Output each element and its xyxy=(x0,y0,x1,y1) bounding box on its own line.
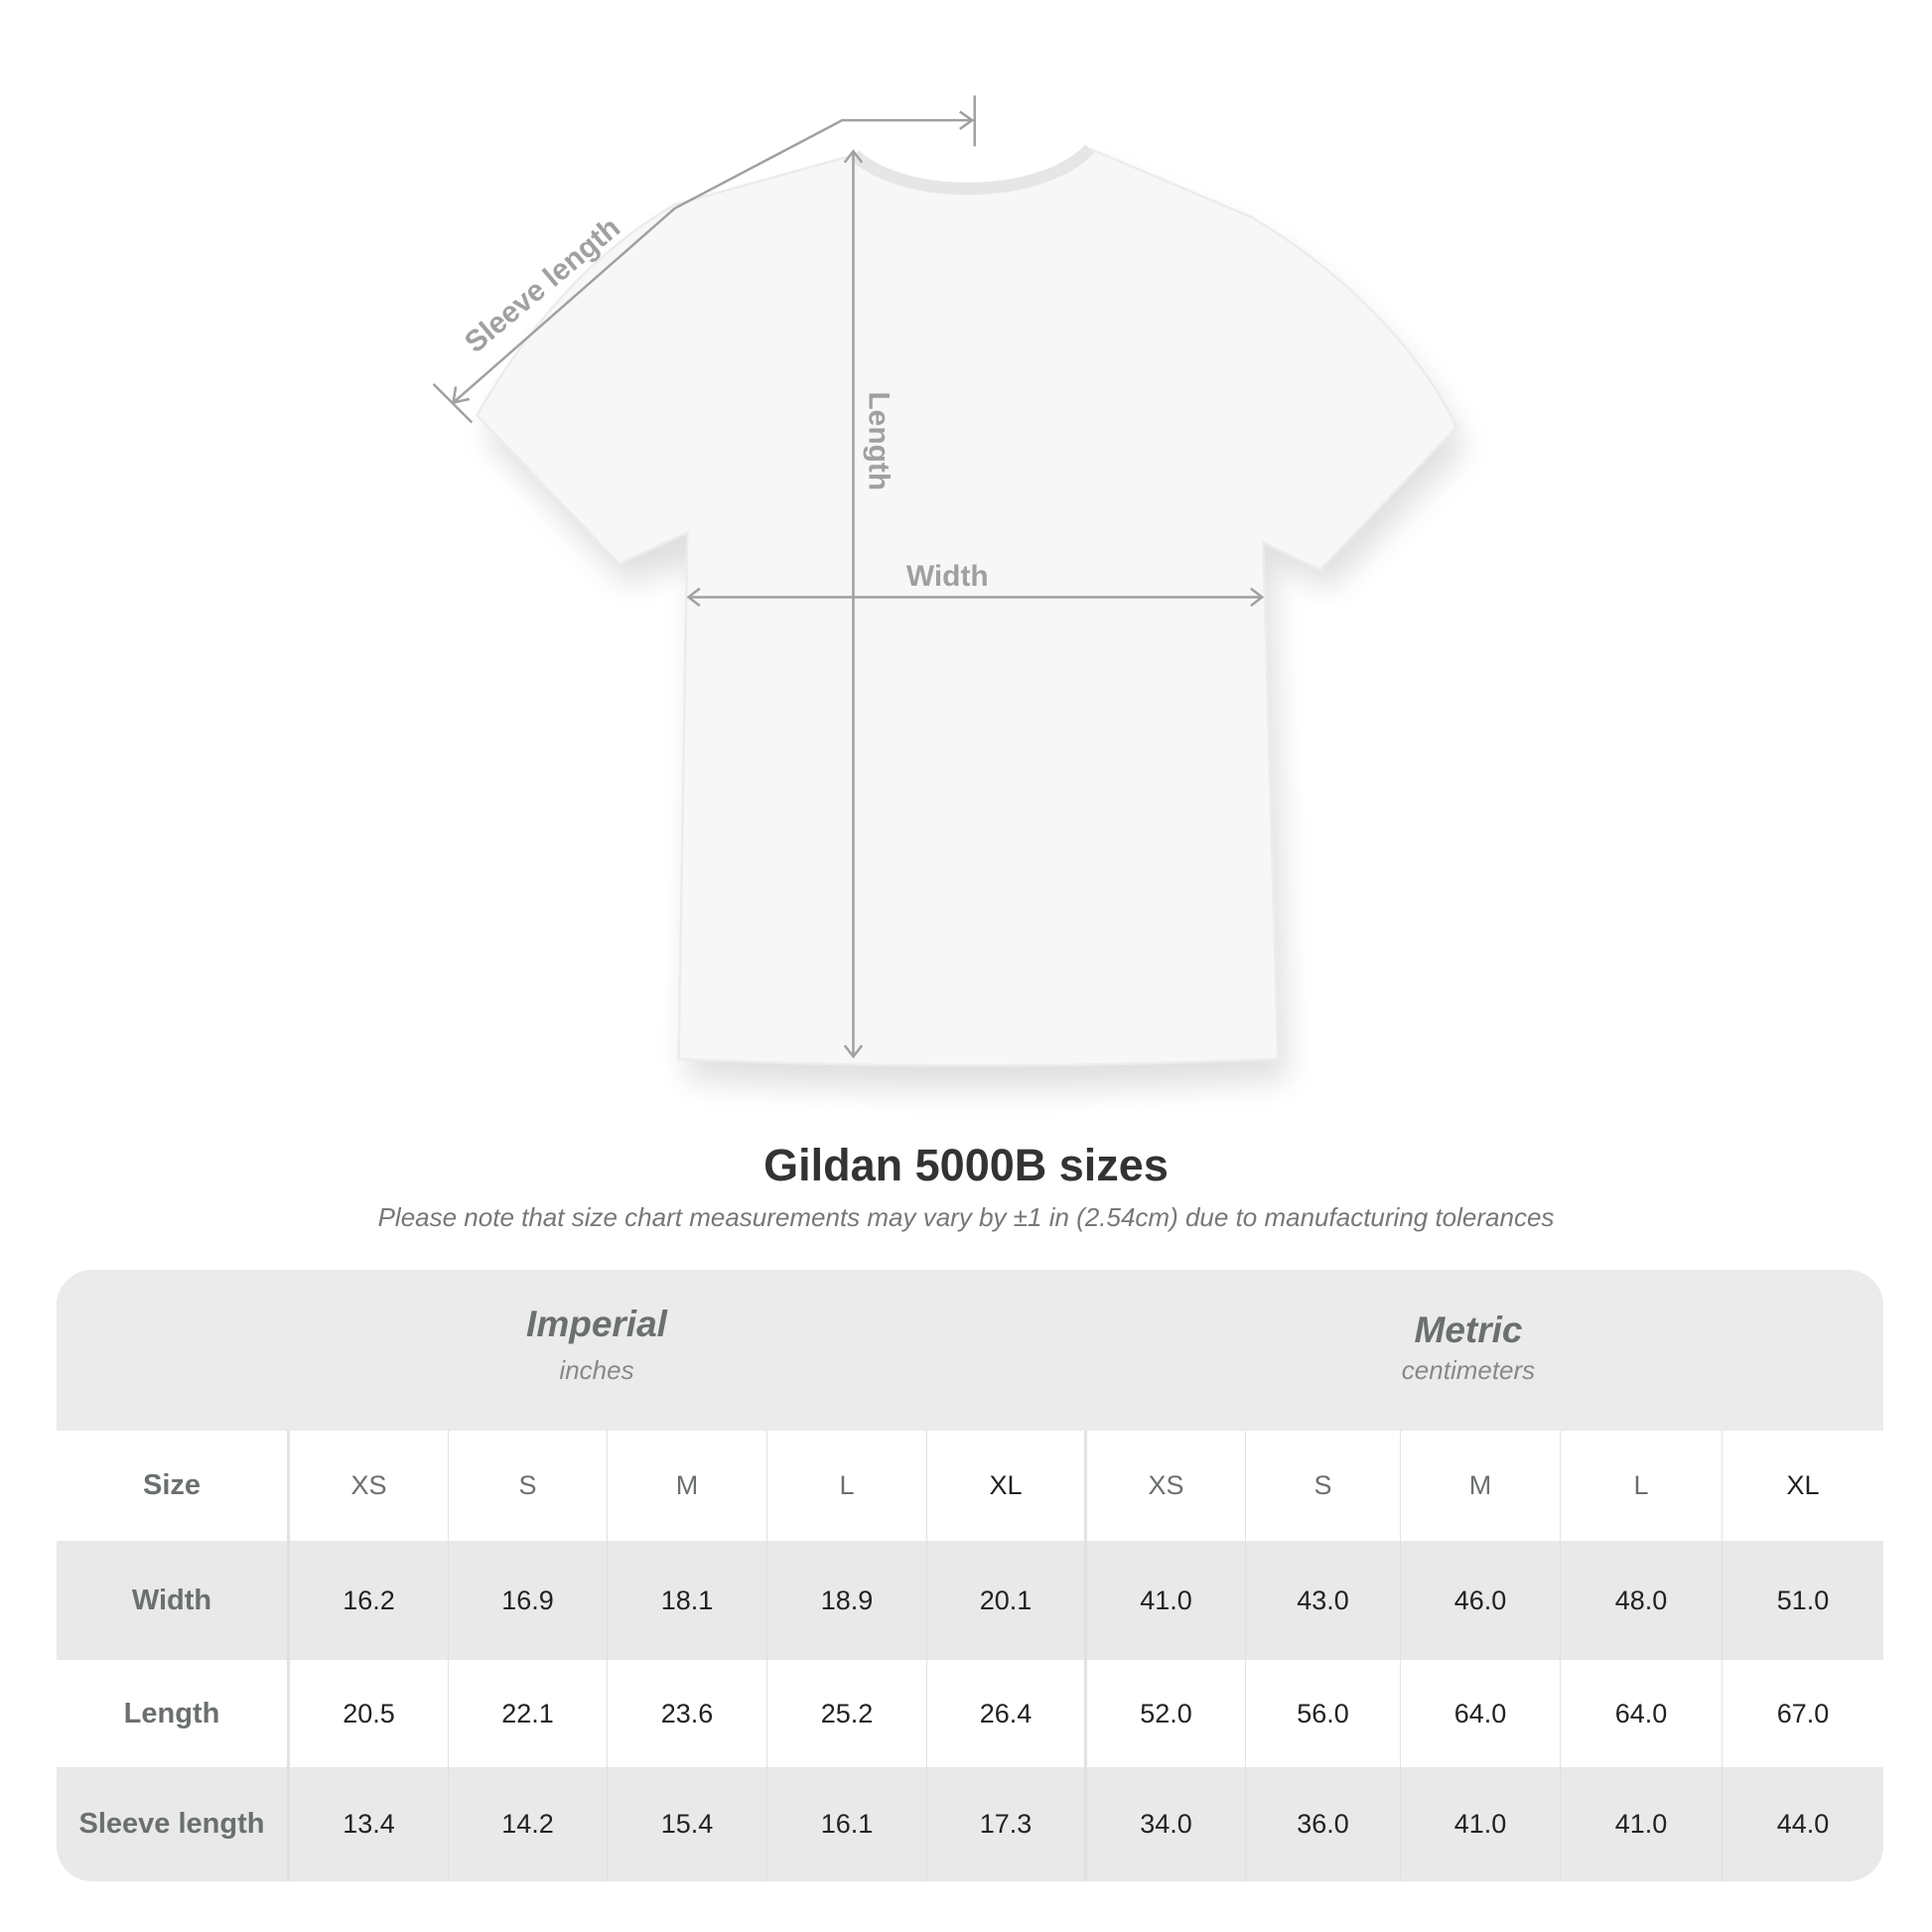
collar xyxy=(850,144,1095,196)
metric-unit: centimeters xyxy=(1401,1355,1536,1385)
metric-heading: Metric xyxy=(1414,1310,1523,1350)
metric-header: Metric centimeters xyxy=(1171,1310,1766,1386)
size-table: Imperial inches Metric centimeters Size X… xyxy=(57,1270,1883,1881)
unit-header: Imperial inches Metric centimeters xyxy=(57,1270,1883,1431)
row-label: Width xyxy=(57,1541,290,1660)
size-header-cell: M xyxy=(1401,1431,1561,1541)
table-cell: 64.0 xyxy=(1561,1660,1723,1767)
table-cell: 20.5 xyxy=(290,1660,449,1767)
size-header-cell: L xyxy=(767,1431,927,1541)
size-header-row: Size XS S M L XL XS S M L XL xyxy=(57,1431,1883,1541)
width-label: Width xyxy=(906,560,989,593)
table-cell: 67.0 xyxy=(1776,1698,1830,1728)
imperial-unit: inches xyxy=(559,1355,634,1385)
size-header-cell: XS xyxy=(1087,1431,1246,1541)
table-cell: 25.2 xyxy=(767,1660,927,1767)
table-cell: 15.4 xyxy=(608,1767,767,1881)
table-cell: 18.9 xyxy=(767,1541,927,1660)
table-cell: 26.4 xyxy=(927,1660,1087,1767)
table-cell: 18.1 xyxy=(608,1541,767,1660)
tshirt-diagram: Sleeve length Length Width xyxy=(432,95,1466,1090)
row-label: Size xyxy=(57,1431,290,1541)
row-label: Sleeve length xyxy=(57,1767,290,1881)
table-row: Sleeve length 13.4 14.2 15.4 16.1 17.3 34.0 36.… xyxy=(57,1767,1883,1881)
size-header-cell: XS xyxy=(290,1431,449,1541)
sleeve-measure-line xyxy=(452,118,973,404)
page-title: Gildan 5000B sizes xyxy=(763,1140,1169,1190)
table-row: Width 16.2 16.9 18.1 18.9 20.1 41.0 43.0 46.0 48.… xyxy=(57,1541,1883,1660)
table-cell: 64.0 xyxy=(1401,1660,1561,1767)
size-header-cell: M xyxy=(608,1431,767,1541)
table-cell: 44.0 xyxy=(1776,1809,1830,1839)
length-label: Length xyxy=(863,391,896,490)
table-cell: 51.0 xyxy=(1776,1585,1830,1615)
table-cell: 16.1 xyxy=(767,1767,927,1881)
table-row: Length 20.5 22.1 23.6 25.2 26.4 52.0 56.0 64.0 64… xyxy=(57,1660,1883,1767)
table-cell: 41.0 xyxy=(1087,1541,1246,1660)
tolerance-note: Please note that size chart measurements… xyxy=(377,1202,1555,1232)
table-cell: 48.0 xyxy=(1561,1541,1723,1660)
table-cell: 56.0 xyxy=(1246,1660,1401,1767)
table-cell: 23.6 xyxy=(608,1660,767,1767)
table-cell: 43.0 xyxy=(1246,1541,1401,1660)
measure-lines xyxy=(432,95,1265,1059)
size-header-cell: S xyxy=(449,1431,608,1541)
size-header-cell: S xyxy=(1246,1431,1401,1541)
size-header-cell: XL xyxy=(1786,1470,1820,1500)
table-cell: 46.0 xyxy=(1401,1541,1561,1660)
table-cell: 20.1 xyxy=(927,1541,1087,1660)
table-cell: 34.0 xyxy=(1087,1767,1246,1881)
table-cell: 52.0 xyxy=(1087,1660,1246,1767)
size-header-cell: L xyxy=(1561,1431,1723,1541)
imperial-header: Imperial inches xyxy=(299,1304,895,1386)
table-cell: 14.2 xyxy=(449,1767,608,1881)
imperial-heading: Imperial xyxy=(526,1304,667,1344)
table-cell: 22.1 xyxy=(449,1660,608,1767)
table-cell: 16.9 xyxy=(449,1541,608,1660)
table-cell: 16.2 xyxy=(290,1541,449,1660)
table-cell: 41.0 xyxy=(1401,1767,1561,1881)
table-cell: 17.3 xyxy=(927,1767,1087,1881)
table-cell: 36.0 xyxy=(1246,1767,1401,1881)
row-label: Length xyxy=(57,1660,290,1767)
size-header-cell: XL xyxy=(927,1431,1087,1541)
tshirt-body xyxy=(475,147,1458,1067)
table-cell: 13.4 xyxy=(290,1767,449,1881)
table-cell: 41.0 xyxy=(1561,1767,1723,1881)
